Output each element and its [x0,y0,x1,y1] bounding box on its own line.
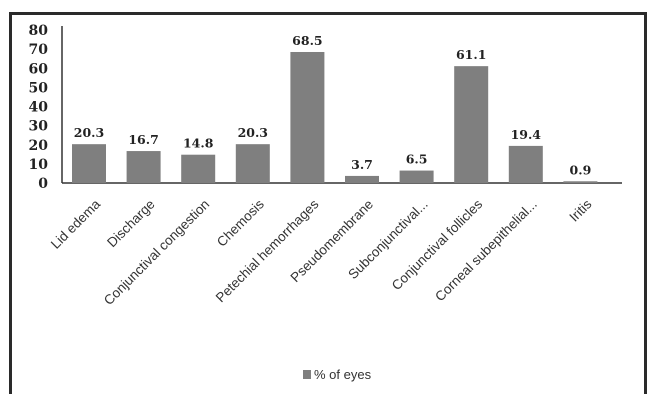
x-category-label: Chemosis [214,196,267,249]
bar [345,175,379,183]
data-label: 3.7 [351,157,373,172]
data-label: 19.4 [511,127,542,142]
bar [72,144,106,183]
data-label: 14.8 [183,136,214,151]
bar [508,145,543,183]
data-label: 16.7 [128,132,158,147]
bar [290,51,325,184]
data-label: 0.9 [570,162,592,177]
bar [235,144,270,183]
chart-frame [9,12,647,394]
y-tick-label: 10 [29,157,49,173]
data-label: 68.5 [292,33,322,48]
data-label: 6.5 [406,152,428,167]
x-category-label: Conjunctival congestion [101,197,212,308]
y-tick-label: 70 [29,42,49,58]
data-label: 20.3 [238,125,268,140]
x-category-label: Iritis [566,196,594,224]
y-tick-label: 0 [38,176,48,192]
data-label: 20.3 [74,125,104,140]
bar [181,154,216,183]
legend-label: % of eyes [314,367,372,382]
bar [563,181,598,183]
x-category-label: Petechial hemorrhages [213,196,322,305]
x-category-label: Lid edema [48,196,104,252]
y-tick-label: 40 [29,100,49,116]
data-label: 61.1 [456,47,486,62]
x-category-label: Corneal subepithelial... [432,197,540,305]
bar [126,151,161,183]
y-tick-label: 50 [29,80,49,96]
bar [399,170,434,183]
y-tick-label: 20 [29,138,49,154]
legend-swatch [303,370,311,379]
y-tick-label: 30 [29,119,49,135]
legend: % of eyes [303,367,372,382]
x-category-label: Discharge [104,197,158,251]
y-tick-label: 60 [29,61,49,77]
x-category-label: Conjunctival follicles [389,196,486,293]
y-tick-label: 80 [29,23,49,39]
bar [454,66,489,183]
